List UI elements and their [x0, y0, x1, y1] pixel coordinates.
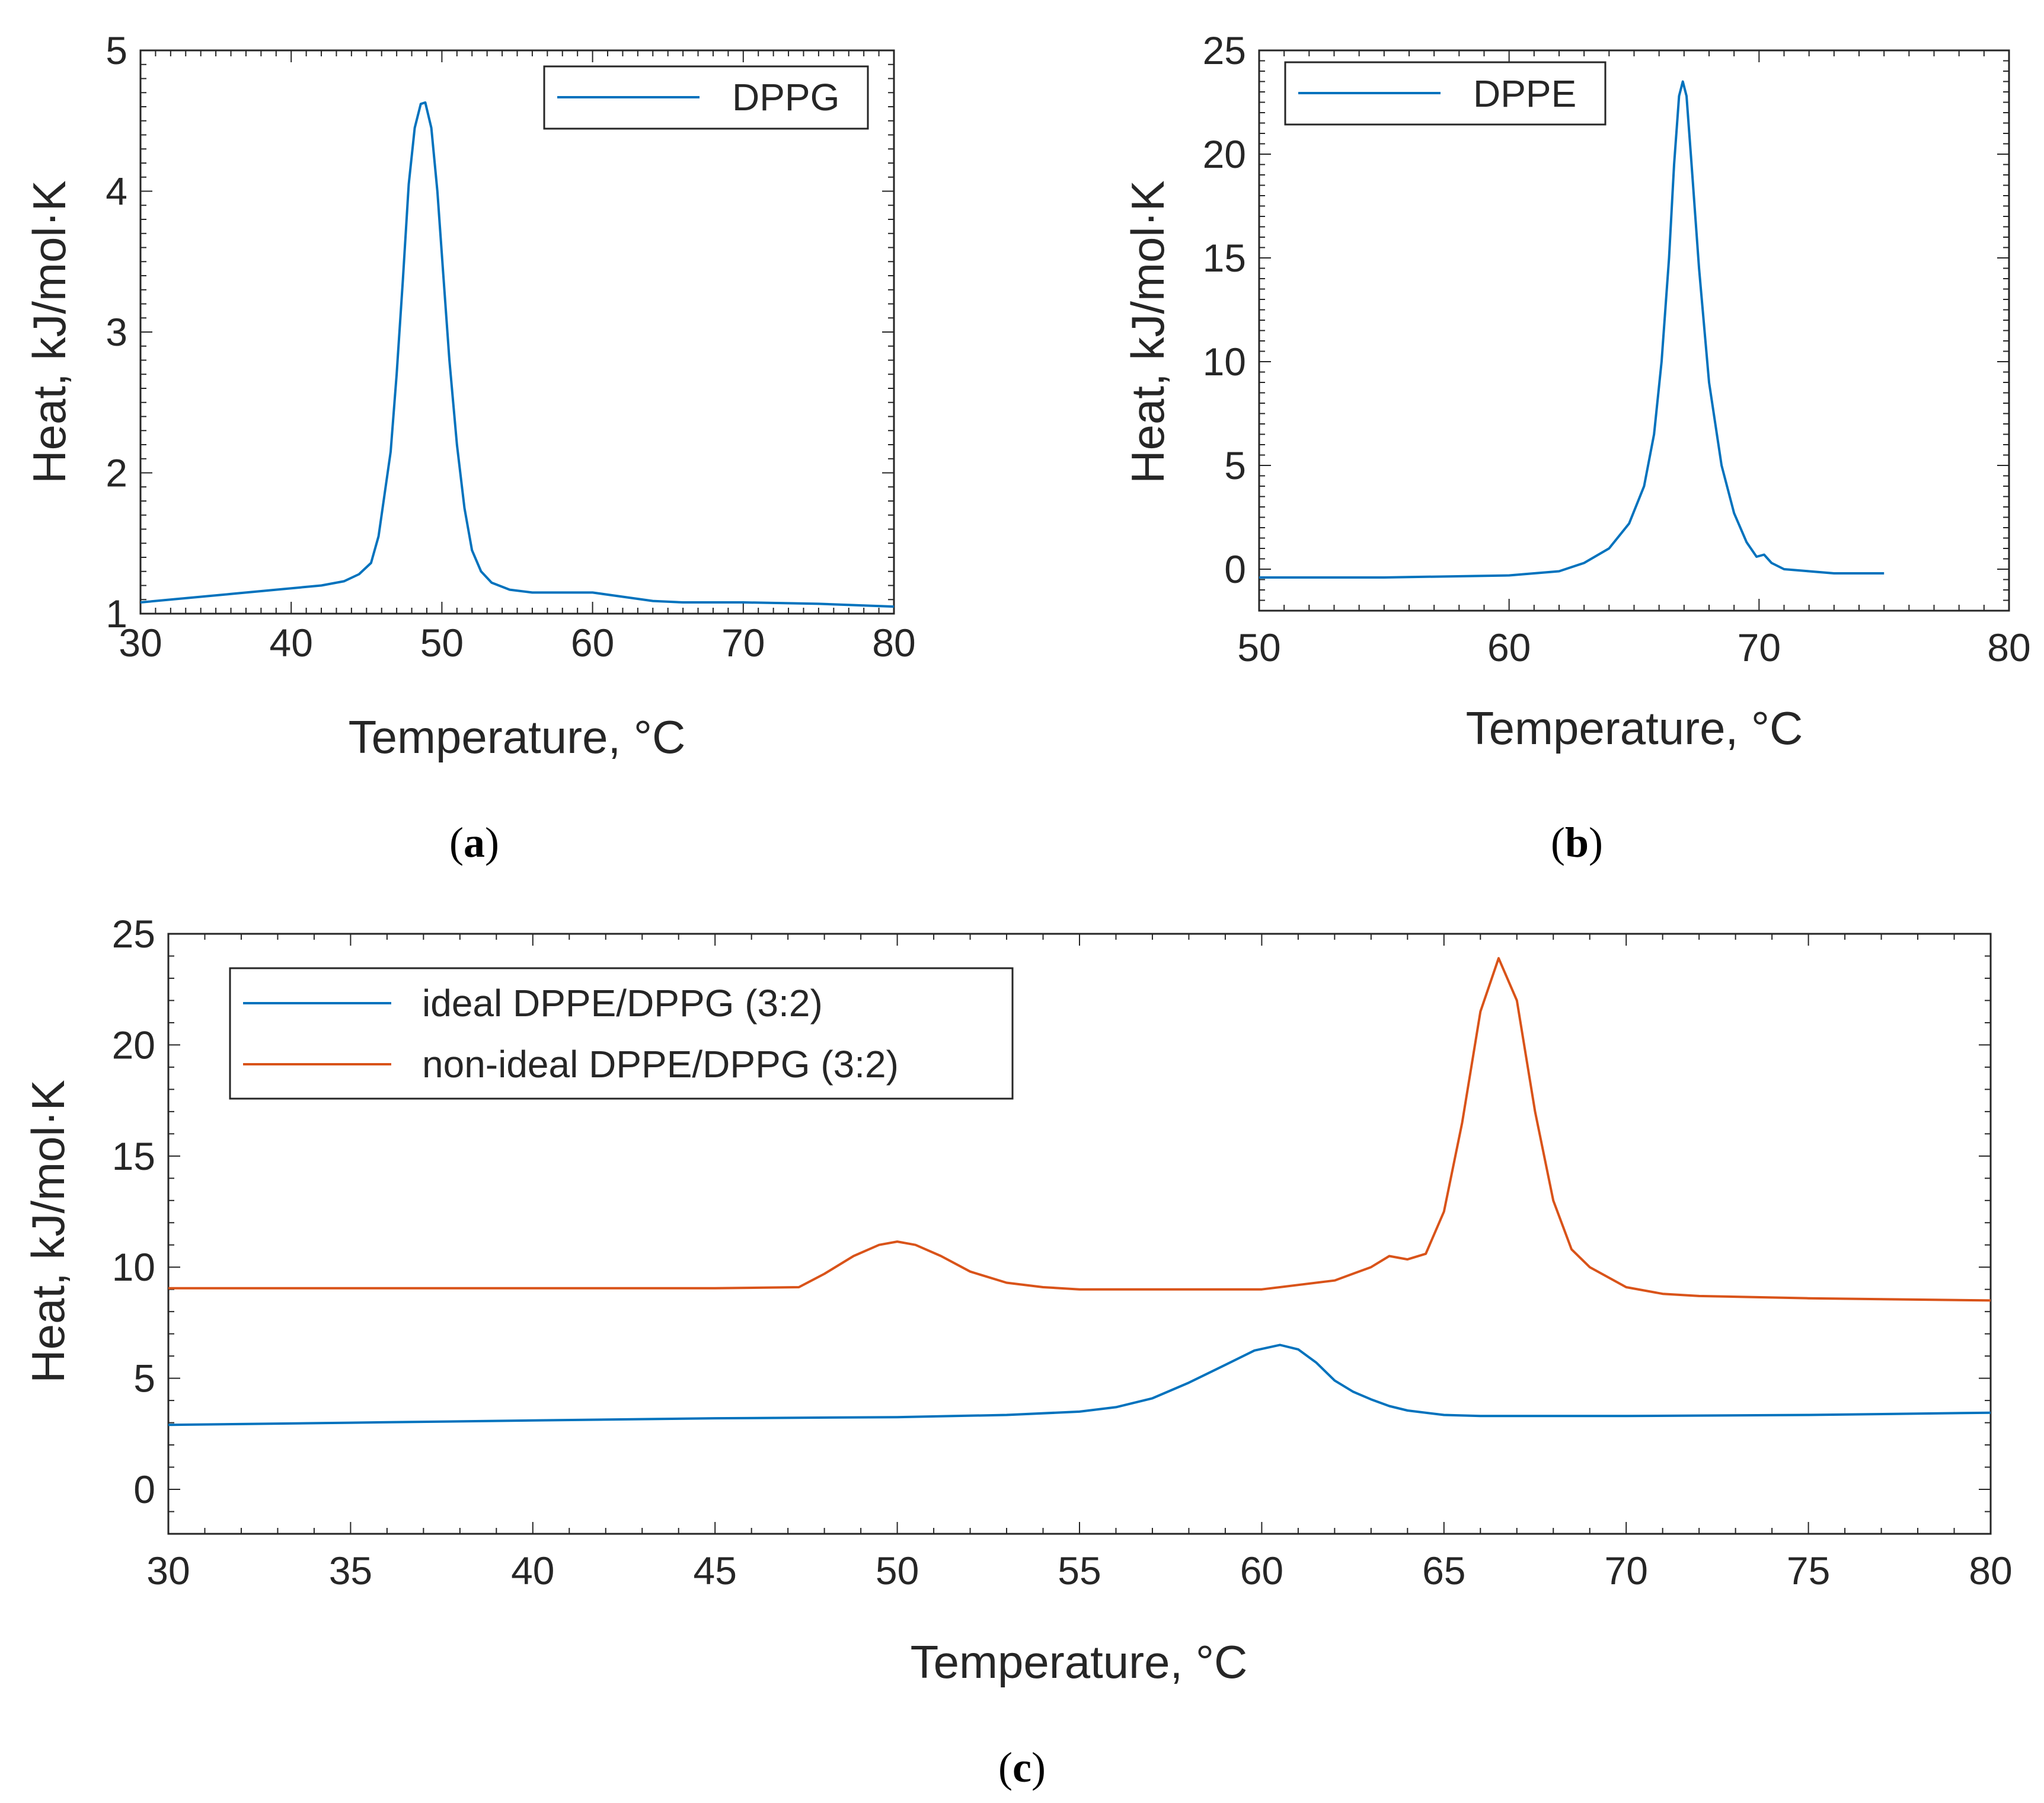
panel-c-series [168, 957, 1991, 1427]
panel-a-y-axis-label: Heat, kJ/mol·K [23, 180, 75, 483]
panel-c-caption: (c) [998, 1744, 1046, 1791]
c-y-tick-label: 20 [112, 1023, 155, 1067]
panel-b-caption: (b) [1551, 819, 1603, 866]
panel-c-y-tick-labels: 0 5 10 15 20 25 [112, 912, 155, 1511]
panel-a-series [140, 101, 895, 608]
panel-a-legend-label-dppg: DPPG [732, 76, 839, 119]
c-x-tick-label: 80 [1969, 1549, 2012, 1593]
panel-c-chart: 30 35 40 45 50 55 60 65 70 75 80 0 5 10 15 20 25 Temper… [22, 912, 2013, 1791]
a-x-tick-label: 50 [420, 621, 464, 665]
c-series-ideal-dppe-dppg-3-2- [168, 1344, 1991, 1427]
b-x-tick-label: 70 [1738, 626, 1781, 669]
b-x-tick-label: 50 [1237, 626, 1280, 669]
b-y-tick-label: 25 [1203, 28, 1246, 72]
panel-c-legend: ideal DPPE/DPPG (3:2) non-ideal DPPE/DPP… [229, 967, 1014, 1100]
panel-c-ticks [168, 933, 1991, 1534]
panel-b-x-tick-labels: 50 60 70 80 [1237, 626, 2030, 669]
panel-b-ticks [1259, 50, 2010, 611]
panel-c-legend-label-non-ideal: non-ideal DPPE/DPPG (3:2) [422, 1043, 899, 1086]
c-y-tick-label: 10 [112, 1245, 155, 1289]
b-y-tick-label: 0 [1224, 547, 1246, 591]
panel-a-plot-area [139, 49, 895, 615]
c-x-tick-label: 30 [146, 1549, 190, 1593]
b-x-tick-label: 80 [1987, 626, 2030, 669]
c-x-tick-label: 45 [693, 1549, 736, 1593]
panel-a-caption-letter: a [464, 819, 485, 866]
c-y-tick-label: 5 [133, 1357, 155, 1400]
b-y-tick-label: 10 [1203, 340, 1246, 384]
c-x-tick-label: 65 [1422, 1549, 1465, 1593]
c-x-tick-label: 70 [1604, 1549, 1647, 1593]
panel-b-y-tick-labels: 0 5 10 15 20 25 [1203, 28, 1246, 591]
panel-c-x-axis-label: Temperature, °C [911, 1636, 1248, 1688]
c-x-tick-label: 50 [876, 1549, 919, 1593]
a-x-tick-label: 70 [721, 621, 765, 665]
a-x-tick-label: 60 [571, 621, 614, 665]
c-x-tick-label: 55 [1058, 1549, 1101, 1593]
panel-c-legend-label-ideal: ideal DPPE/DPPG (3:2) [422, 982, 823, 1025]
a-x-tick-label: 80 [872, 621, 915, 665]
panel-b-y-axis-label: Heat, kJ/mol·K [1122, 180, 1174, 483]
a-series-dppg [140, 101, 895, 608]
b-y-tick-label: 5 [1224, 443, 1246, 487]
a-y-tick-label: 1 [106, 592, 127, 636]
panel-c-y-axis-label: Heat, kJ/mol·K [22, 1080, 74, 1383]
a-x-tick-label: 30 [119, 621, 162, 665]
panel-a-x-axis-label: Temperature, °C [349, 711, 686, 763]
b-y-tick-label: 20 [1203, 132, 1246, 176]
a-y-tick-label: 5 [106, 28, 127, 72]
panel-b-caption-letter: b [1565, 819, 1589, 866]
a-y-tick-label: 2 [106, 451, 127, 495]
c-x-tick-label: 75 [1787, 1549, 1830, 1593]
panel-c-legend-box [229, 967, 1014, 1100]
panel-b-x-axis-label: Temperature, °C [1466, 702, 1803, 754]
c-y-tick-label: 25 [112, 912, 155, 956]
c-x-tick-label: 40 [511, 1549, 554, 1593]
c-y-tick-label: 15 [112, 1134, 155, 1178]
panel-b-legend: DPPE [1284, 61, 1607, 126]
c-x-tick-label: 60 [1240, 1549, 1283, 1593]
c-x-tick-label: 35 [329, 1549, 372, 1593]
panel-b-plot-area [1258, 49, 2010, 612]
a-y-tick-label: 4 [106, 170, 127, 213]
panel-b-chart: 50 60 70 80 0 5 10 15 20 25 Temperature, °C Heat… [1122, 28, 2031, 866]
panel-a-caption: (a) [449, 819, 499, 866]
panel-b-legend-label-dppe: DPPE [1473, 72, 1576, 115]
b-series-dppe [1259, 80, 1885, 579]
panel-a-legend: DPPG [543, 65, 869, 130]
panel-c-x-tick-labels: 30 35 40 45 50 55 60 65 70 75 80 [146, 1549, 2012, 1593]
a-x-tick-label: 40 [269, 621, 312, 665]
panel-a-x-tick-labels: 30 40 50 60 70 80 [119, 621, 915, 665]
panel-a-y-tick-labels: 1 2 3 4 5 [106, 28, 127, 636]
panel-c-caption-letter: c [1013, 1744, 1031, 1791]
panel-b-series [1259, 80, 1885, 579]
panel-a-ticks [140, 50, 895, 614]
b-x-tick-label: 60 [1487, 626, 1531, 669]
c-y-tick-label: 0 [133, 1467, 155, 1511]
panel-a-chart: 30 40 50 60 70 80 1 2 3 4 5 Temperature, °C Heat,… [23, 28, 916, 866]
a-y-tick-label: 3 [106, 310, 127, 354]
b-y-tick-label: 15 [1203, 236, 1246, 280]
c-series-non-ideal-dppe-dppg-3-2- [168, 957, 1991, 1302]
